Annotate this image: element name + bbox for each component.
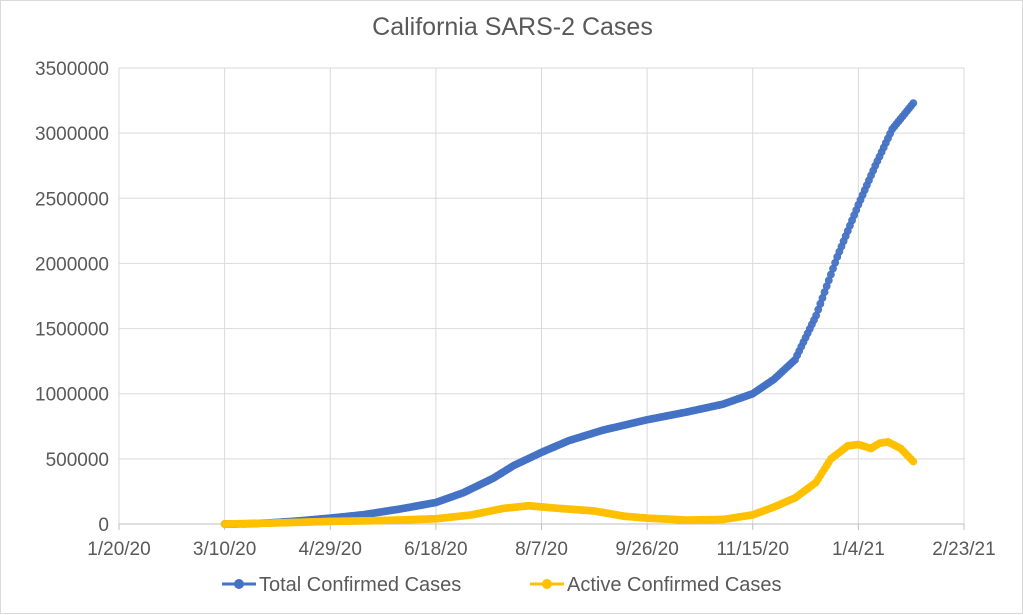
grid — [118, 67, 965, 524]
series-2 — [220, 438, 918, 528]
x-tick-label: 1/20/20 — [87, 539, 150, 560]
y-tick-label: 2000000 — [35, 254, 109, 275]
axes: 0 500000 1000000 1500000 2000000 2500000 30000… — [35, 59, 996, 560]
y-tick-label: 0 — [98, 515, 109, 536]
x-tick-label: 3/10/20 — [193, 539, 256, 560]
data-point — [909, 99, 918, 108]
series-1 — [220, 99, 918, 528]
legend-label: Active Confirmed Cases — [567, 574, 782, 596]
y-tick-label: 3000000 — [35, 124, 109, 145]
y-tick-label: 500000 — [46, 450, 109, 471]
legend-swatch-marker — [542, 579, 552, 589]
legend: Total Confirmed Cases Active Confirmed Ca… — [222, 574, 782, 596]
x-tick-label: 4/29/20 — [299, 539, 362, 560]
data-point — [909, 457, 918, 466]
x-tick-label: 8/7/20 — [515, 539, 568, 560]
chart-title: California SARS-2 Cases — [372, 13, 653, 41]
x-tick-label: 11/15/20 — [716, 539, 789, 560]
legend-swatch-marker — [234, 579, 244, 589]
x-tick-label: 1/4/21 — [832, 539, 885, 560]
y-tick-label: 1500000 — [35, 320, 109, 341]
series — [220, 99, 918, 528]
legend-label: Total Confirmed Cases — [259, 574, 461, 596]
x-tick-label: 2/23/21 — [932, 539, 995, 560]
y-tick-label: 3500000 — [35, 59, 109, 80]
x-tick-label: 6/18/20 — [404, 539, 467, 560]
y-tick-label: 2500000 — [35, 189, 109, 210]
y-tick-label: 1000000 — [35, 385, 109, 406]
x-tick-label: 9/26/20 — [615, 539, 678, 560]
